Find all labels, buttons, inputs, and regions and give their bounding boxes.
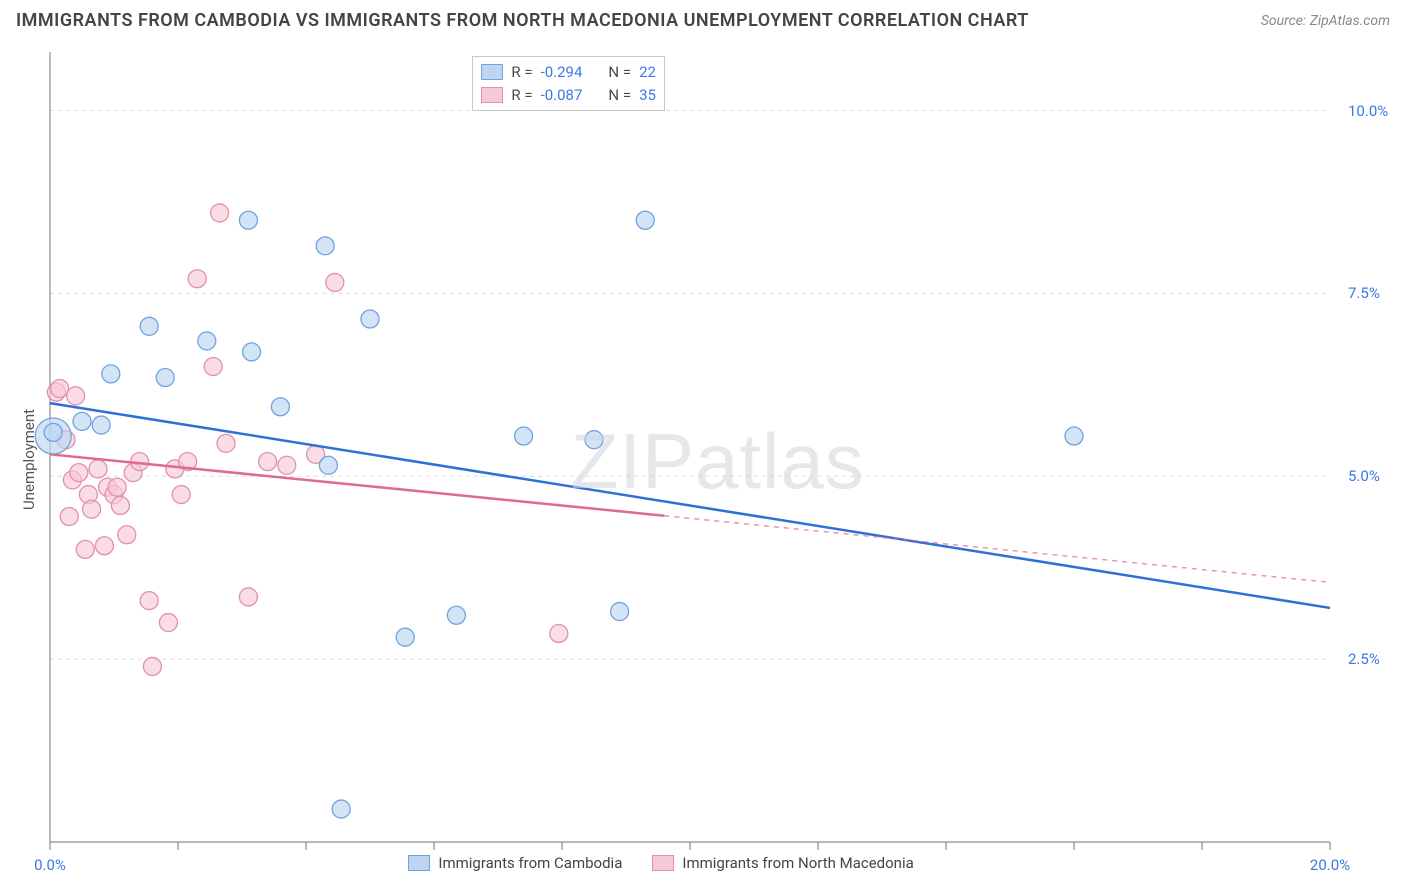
stat-row-0: R = -0.294 N = 22 xyxy=(481,61,656,84)
legend-swatch-1 xyxy=(652,855,674,871)
stat-r-value-0: -0.294 xyxy=(541,61,583,84)
legend-label-0: Immigrants from Cambodia xyxy=(438,854,622,872)
stat-r-value-1: -0.087 xyxy=(541,84,583,107)
legend-label-1: Immigrants from North Macedonia xyxy=(682,854,913,872)
y-tick-label: 10.0% xyxy=(1348,102,1388,120)
legend-item-1: Immigrants from North Macedonia xyxy=(652,854,913,872)
y-tick-label: 5.0% xyxy=(1348,467,1380,485)
stat-n-label: N = xyxy=(608,61,631,84)
stat-r-label: R = xyxy=(511,84,532,107)
stat-n-label: N = xyxy=(608,84,631,107)
legend-swatch-0 xyxy=(408,855,430,871)
x-tick-label: 0.0% xyxy=(34,856,66,874)
y-tick-label: 2.5% xyxy=(1348,650,1380,668)
correlation-stat-box: R = -0.294 N = 22 R = -0.087 N = 35 xyxy=(472,56,665,111)
bottom-legend: Immigrants from Cambodia Immigrants from… xyxy=(408,854,913,872)
series-swatch-1 xyxy=(481,87,503,103)
legend-item-0: Immigrants from Cambodia xyxy=(408,854,622,872)
chart-title: IMMIGRANTS FROM CAMBODIA VS IMMIGRANTS F… xyxy=(16,10,1029,31)
y-axis-label: Unemployment xyxy=(20,409,38,510)
chart-area: ZIPatlas Unemployment R = -0.294 N = 22 … xyxy=(0,40,1406,892)
stat-row-1: R = -0.087 N = 35 xyxy=(481,84,656,107)
source-label: Source: ZipAtlas.com xyxy=(1261,13,1390,29)
series-swatch-0 xyxy=(481,64,503,80)
stat-n-value-1: 35 xyxy=(639,84,656,107)
x-tick-label: 20.0% xyxy=(1310,856,1350,874)
stat-n-value-0: 22 xyxy=(639,61,656,84)
scatter-chart xyxy=(0,40,1406,892)
stat-r-label: R = xyxy=(511,61,532,84)
y-tick-label: 7.5% xyxy=(1348,284,1380,302)
